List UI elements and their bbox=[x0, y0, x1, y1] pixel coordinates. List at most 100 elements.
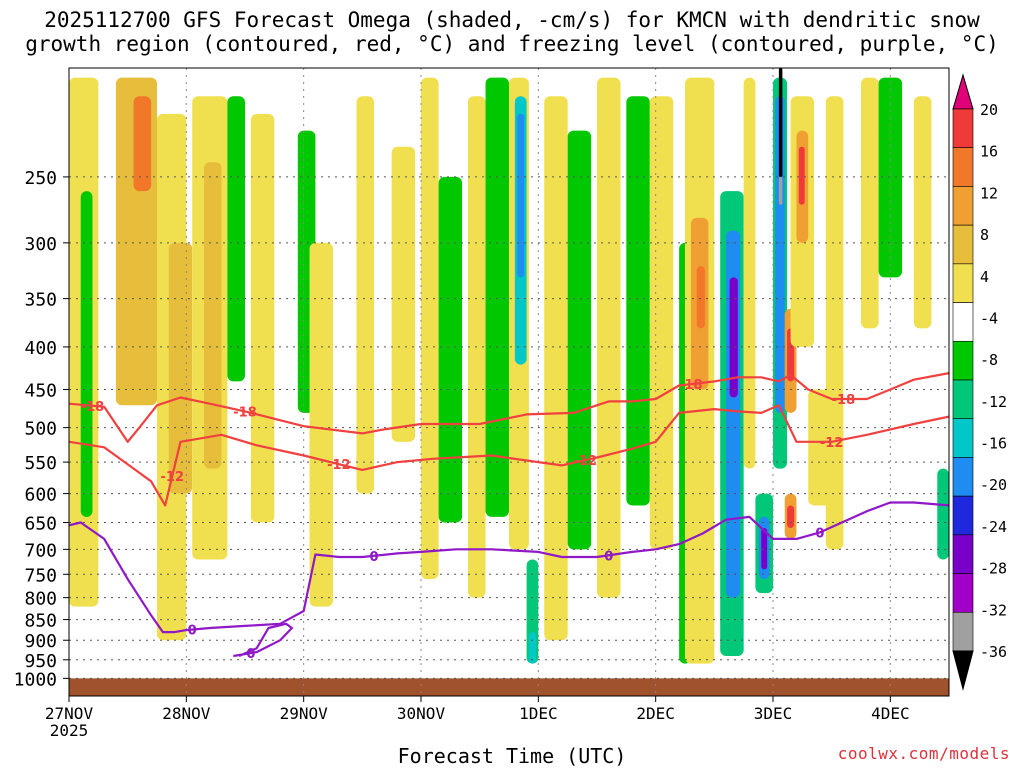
y-tick-label-800: 800 bbox=[24, 589, 57, 610]
contour-line-2 bbox=[69, 501, 949, 634]
colorbar-label-10: -24 bbox=[980, 518, 1007, 536]
colorbar-band-2 bbox=[952, 186, 974, 226]
x-axis-label: Forecast Time (UTC) bbox=[397, 744, 627, 768]
x-tick-label-28NOV: 28NOV bbox=[162, 704, 211, 723]
colorbar-band-5 bbox=[952, 302, 974, 342]
omega-band-9 bbox=[250, 113, 275, 523]
omega-band-55 bbox=[937, 468, 949, 560]
x-tick-label-1DEC: 1DEC bbox=[519, 704, 558, 723]
colorbar-band-12 bbox=[952, 573, 974, 613]
omega-band-27 bbox=[649, 96, 674, 550]
omega-band-51 bbox=[825, 96, 844, 550]
y-tick-label-600: 600 bbox=[24, 485, 57, 506]
colorbar-band-0 bbox=[952, 108, 974, 149]
contour-label-0-1: -18 bbox=[233, 405, 257, 420]
contour-line-3 bbox=[233, 622, 293, 658]
plot-frame bbox=[68, 67, 950, 697]
y-tick-label-550: 550 bbox=[24, 453, 57, 474]
colorbar-label-3: 8 bbox=[980, 226, 989, 244]
omega-band-53 bbox=[878, 77, 903, 278]
colorbar-bottom-arrow bbox=[952, 650, 974, 691]
omega-band-49 bbox=[787, 505, 795, 529]
contour-line-1 bbox=[69, 404, 949, 507]
omega-band-20 bbox=[517, 113, 525, 278]
y-tick-label-400: 400 bbox=[24, 338, 57, 359]
omega-band-54 bbox=[913, 96, 932, 329]
contour-label-0-0: -18 bbox=[81, 400, 105, 415]
omega-band-14 bbox=[421, 77, 439, 580]
omega-band-24 bbox=[567, 130, 592, 550]
y-tick-label-750: 750 bbox=[24, 565, 57, 586]
omega-band-22 bbox=[528, 632, 536, 664]
colorbar-label-8: -16 bbox=[980, 435, 1007, 453]
colorbar-band-8 bbox=[952, 418, 974, 458]
x-year-label: 2025 bbox=[50, 721, 89, 740]
contour-label-2-1: 0 bbox=[370, 550, 379, 565]
colorbar-band-10 bbox=[952, 495, 974, 536]
terrain-strip bbox=[69, 678, 949, 696]
terrain bbox=[69, 678, 949, 696]
contour-label-1-3: -12 bbox=[820, 436, 844, 451]
y-tick-label-900: 900 bbox=[24, 631, 57, 652]
omega-band-17 bbox=[485, 77, 509, 517]
omega-band-40 bbox=[775, 96, 785, 413]
omega-band-47 bbox=[798, 146, 805, 205]
colorbar-label-0: 20 bbox=[980, 101, 998, 119]
y-tick-label-450: 450 bbox=[24, 381, 57, 402]
y-tick-label-300: 300 bbox=[24, 234, 57, 255]
omega-band-52 bbox=[861, 77, 879, 329]
contour-label-2-2: 0 bbox=[604, 549, 613, 564]
colorbar-label-12: -32 bbox=[980, 601, 1007, 619]
colorbar-label-1: 16 bbox=[980, 143, 998, 161]
colorbar-label-13: -36 bbox=[980, 643, 1007, 661]
colorbar-top-arrow bbox=[952, 73, 974, 110]
contour-label-1-0: -12 bbox=[161, 470, 185, 485]
colorbar-label-2: 12 bbox=[980, 184, 998, 202]
contour-line-0 bbox=[69, 372, 949, 443]
y-tick-label-250: 250 bbox=[24, 168, 57, 189]
chart-title-line-1: 2025112700 GFS Forecast Omega (shaded, -… bbox=[44, 8, 980, 32]
contour-label-0-2: -18 bbox=[679, 378, 703, 393]
contour-label-2-3: 0 bbox=[815, 526, 824, 541]
omega-band-38 bbox=[761, 528, 768, 570]
x-tick-label-4DEC: 4DEC bbox=[871, 704, 910, 723]
colorbar-label-9: -20 bbox=[980, 476, 1007, 494]
omega-band-5 bbox=[168, 242, 193, 494]
colorbar-label-11: -28 bbox=[980, 560, 1007, 578]
y-tick-label-700: 700 bbox=[24, 540, 57, 561]
x-tick-label-3DEC: 3DEC bbox=[754, 704, 793, 723]
colorbar-label-6: -8 bbox=[980, 351, 998, 369]
omega-band-23 bbox=[544, 96, 568, 641]
contour-label-3-0: 0 bbox=[246, 647, 255, 662]
omega-band-41 bbox=[778, 68, 783, 177]
omega-band-3 bbox=[133, 96, 152, 192]
colorbar-label-4: 4 bbox=[980, 268, 989, 286]
x-tick-label-2DEC: 2DEC bbox=[636, 704, 675, 723]
omega-band-11 bbox=[309, 242, 333, 607]
y-tick-label-1000: 1000 bbox=[14, 669, 57, 690]
chart-title-line-2: growth region (contoured, red, °C) and f… bbox=[25, 32, 999, 56]
omega-band-13 bbox=[391, 146, 416, 442]
y-tick-label-850: 850 bbox=[24, 611, 57, 632]
omega-band-1 bbox=[80, 191, 93, 517]
omega-band-34 bbox=[729, 277, 738, 398]
contour-label-1-2: -12 bbox=[574, 454, 598, 469]
omega-band-7 bbox=[203, 162, 222, 469]
x-tick-label-29NOV: 29NOV bbox=[280, 704, 329, 723]
y-tick-label-500: 500 bbox=[24, 419, 57, 440]
contour-label-1-1: -12 bbox=[327, 458, 351, 473]
colorbar-band-7 bbox=[952, 379, 974, 420]
colorbar-band-4 bbox=[952, 263, 974, 303]
omega-band-35 bbox=[743, 77, 756, 469]
colorbar-band-3 bbox=[952, 224, 974, 265]
omega-band-31 bbox=[696, 266, 705, 329]
contour-label-2-0: 0 bbox=[188, 624, 197, 639]
colorbar-label-5: -4 bbox=[980, 309, 998, 327]
site-credit[interactable]: coolwx.com/models bbox=[837, 744, 1010, 763]
omega-band-8 bbox=[227, 96, 245, 382]
colorbar-band-11 bbox=[952, 534, 974, 574]
y-tick-label-350: 350 bbox=[24, 290, 57, 311]
omega-band-25 bbox=[597, 77, 621, 598]
contours: -18 -18 -18 -18 -12 -12 -12 -12 0 0 0 0 0 bbox=[69, 372, 949, 662]
